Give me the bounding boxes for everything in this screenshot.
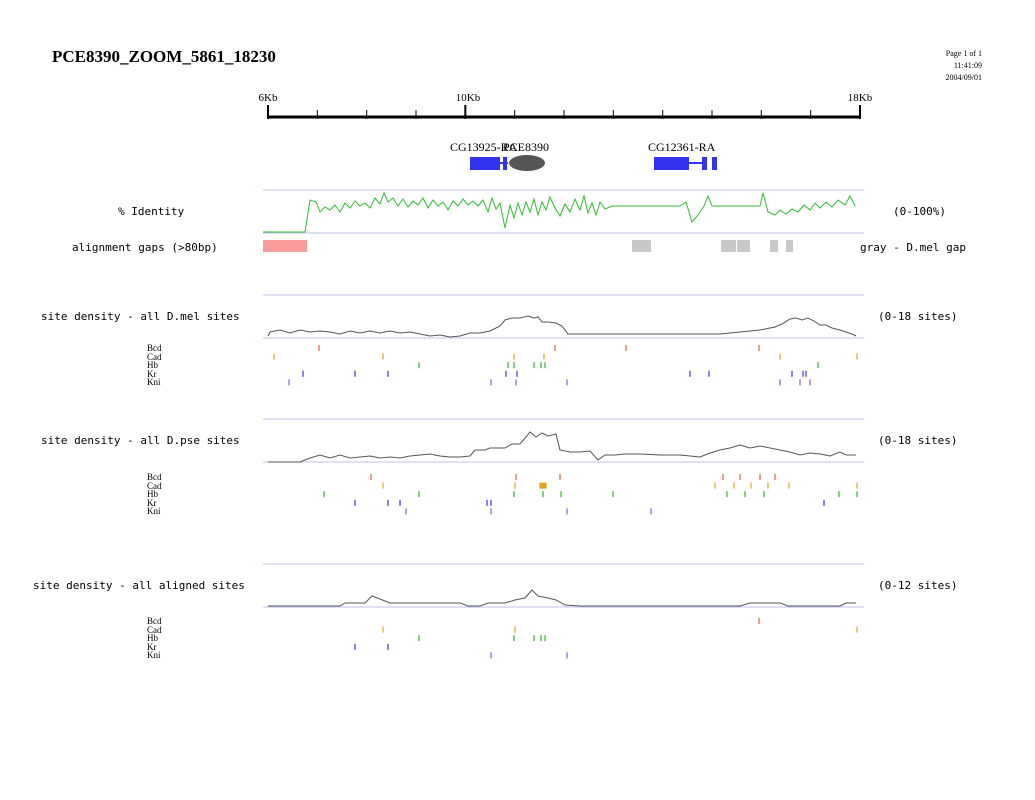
density-range: (0-18 sites) <box>878 310 958 323</box>
identity-track-label: % Identity <box>118 205 185 218</box>
tf-label: Bcd <box>147 343 162 353</box>
tf-label: Hb <box>147 489 158 500</box>
tf-label: Cad <box>147 480 162 491</box>
gaps-track-label: alignment gaps (>80bp) <box>72 241 218 254</box>
axis-tick-label: 10Kb <box>455 92 481 104</box>
gap-block-gray <box>632 240 651 252</box>
density-track-label: site density - all aligned sites <box>33 579 245 592</box>
gap-block-gray <box>786 240 793 252</box>
dpse-density-track <box>263 418 864 463</box>
gap-block-gray <box>737 240 750 252</box>
page-title: PCE8390_ZOOM_5861_18230 <box>52 47 276 66</box>
gap-block-gray <box>770 240 778 252</box>
tf-label: Kni <box>147 650 161 661</box>
gaps-track <box>263 240 793 252</box>
tf-label: Kr <box>147 368 157 379</box>
tf-label: Cad <box>147 624 162 635</box>
axis-tick-label: 6Kb <box>258 92 278 104</box>
density-track-label: site density - all D.pse sites <box>41 434 240 447</box>
tf-label: Hb <box>147 360 158 371</box>
tf-label: Kr <box>147 497 157 508</box>
tf-label: Kni <box>147 377 161 388</box>
gene-model-cg13925 <box>470 157 508 170</box>
element-pce8390 <box>509 155 545 171</box>
density-range: (0-18 sites) <box>878 434 958 447</box>
axis-ruler <box>267 105 861 119</box>
gap-block-gray <box>721 240 736 252</box>
gaps-legend: gray - D.mel gap <box>860 241 966 254</box>
tf-label: Hb <box>147 633 158 644</box>
identity-range: (0-100%) <box>893 205 946 218</box>
axis-tick-label: 18Kb <box>847 92 873 104</box>
element-label: PCE8390 <box>503 140 550 154</box>
date: 2004/09/01 <box>945 73 982 82</box>
page-number: Page 1 of 1 <box>945 49 982 58</box>
tf-label: Cad <box>147 351 162 362</box>
gene-label: CG12361-RA <box>648 140 716 154</box>
tf-label: Kr <box>147 641 157 652</box>
density-track-label: site density - all D.mel sites <box>41 310 240 323</box>
identity-track <box>263 189 864 234</box>
density-range: (0-12 sites) <box>878 579 958 592</box>
tf-label: Kni <box>147 506 161 517</box>
dmel-density-track <box>263 294 864 339</box>
identity-line <box>263 191 856 233</box>
gene-model-cg12361 <box>654 157 717 170</box>
gene-label: CG13925-RA <box>450 140 518 154</box>
tf-label: Bcd <box>147 472 162 482</box>
tf-label: Bcd <box>147 616 162 626</box>
aligned-density-track <box>263 563 864 608</box>
gap-block-pink <box>263 240 307 252</box>
timestamp: 11:41:09 <box>953 61 982 70</box>
